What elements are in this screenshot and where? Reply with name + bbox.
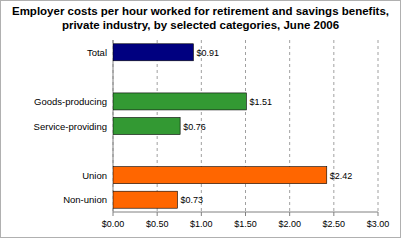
bar — [113, 167, 327, 184]
tick-label: $3.00 — [367, 219, 390, 229]
category-label: Total — [87, 47, 107, 58]
tick-label: $2.00 — [278, 219, 301, 229]
tick — [289, 212, 290, 216]
x-axis — [113, 212, 378, 213]
category-label: Union — [82, 170, 107, 181]
frame — [1, 1, 401, 238]
data-label: $0.91 — [196, 48, 219, 58]
bars — [113, 44, 327, 208]
tick — [333, 212, 334, 216]
tick-label: $0.00 — [102, 219, 125, 229]
bar — [113, 93, 246, 110]
tick — [378, 212, 379, 216]
category-label: Non-union — [63, 194, 107, 205]
bar — [113, 118, 180, 135]
tick-label: $1.00 — [190, 219, 213, 229]
tick-label: $0.50 — [146, 219, 169, 229]
title-line: private industry, by selected categories… — [62, 19, 339, 31]
grid-line — [378, 40, 379, 212]
tick-label: $1.50 — [234, 219, 257, 229]
grid-line — [289, 40, 290, 212]
bar — [113, 191, 177, 208]
data-label: $0.73 — [180, 195, 203, 205]
title: Employer costs per hour worked for retir… — [12, 5, 389, 31]
grid-line — [333, 40, 334, 212]
data-label: $0.76 — [183, 122, 206, 132]
data-label: $2.42 — [330, 171, 353, 181]
chart: Employer costs per hour worked for retir… — [0, 0, 401, 238]
tick — [157, 212, 158, 216]
grid-line — [245, 40, 246, 212]
tick — [201, 212, 202, 216]
title-line: Employer costs per hour worked for retir… — [12, 5, 389, 17]
category-label: Goods-producing — [34, 96, 107, 107]
data-label: $1.51 — [249, 97, 272, 107]
bar — [113, 44, 193, 61]
tick-label: $2.50 — [323, 219, 346, 229]
tick — [113, 212, 114, 216]
category-label: Service-providing — [34, 121, 107, 132]
tick — [245, 212, 246, 216]
